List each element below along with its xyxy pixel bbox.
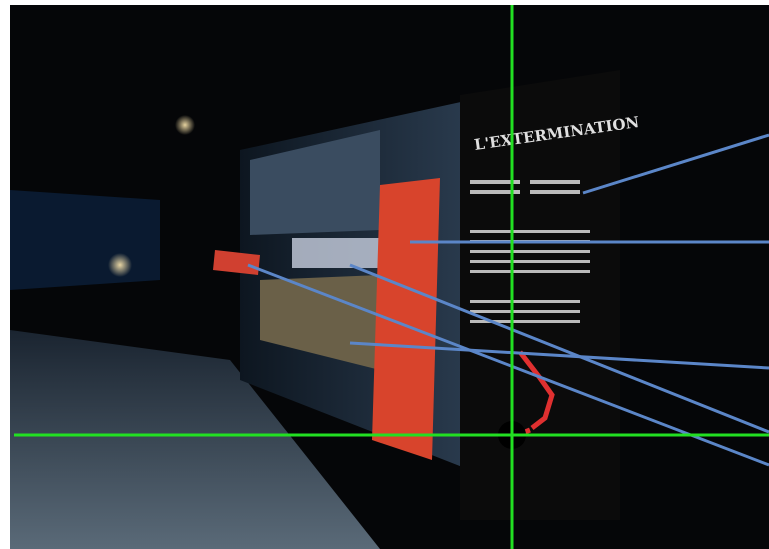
ceiling-light [175,115,195,135]
red-panel [372,178,440,460]
lamp [108,253,132,277]
display-light [292,238,382,268]
pointer-lines [247,133,769,467]
display-case [260,275,380,370]
far-wall [10,190,160,290]
wall-texture [250,130,380,235]
red-label [213,250,260,275]
floor [10,330,380,549]
crosshair [14,5,769,549]
